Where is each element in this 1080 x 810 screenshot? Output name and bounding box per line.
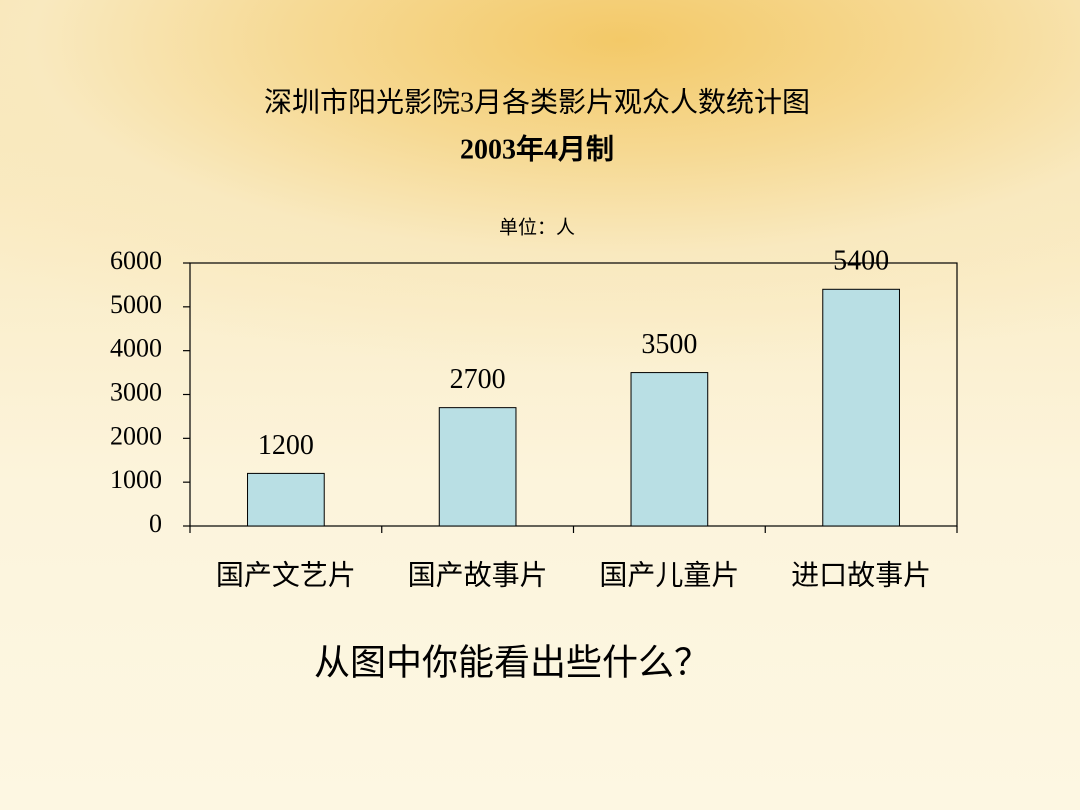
- question: 从图中你能看出些什么？: [314, 642, 710, 682]
- x-tick-label: 国产文艺片: [216, 559, 356, 591]
- x-tick-label: 国产故事片: [408, 559, 548, 591]
- x-tick-label: 进口故事片: [791, 559, 931, 591]
- x-tick-label: 国产儿童片: [599, 559, 739, 591]
- chart-subtitle: 2003年4月制: [460, 132, 614, 165]
- y-tick-label: 4000: [110, 334, 162, 363]
- data-label: 1200: [258, 430, 314, 461]
- bar: [630, 372, 709, 527]
- data-label: 2700: [450, 364, 506, 395]
- unit-label: 单位：人: [499, 216, 575, 238]
- y-tick-label: 5000: [110, 290, 162, 319]
- bar: [438, 407, 517, 527]
- bar: [247, 472, 325, 527]
- y-tick-label: 1000: [110, 465, 162, 494]
- y-tick-label: 2000: [110, 421, 162, 450]
- y-tick-label: 3000: [110, 377, 162, 406]
- bar: [822, 288, 900, 527]
- chart-title: 深圳市阳光影院3月各类影片观众人数统计图: [264, 86, 810, 118]
- y-tick-label: 0: [149, 509, 162, 538]
- y-tick-label: 6000: [110, 246, 162, 275]
- data-label: 3500: [641, 329, 697, 360]
- data-label: 5400: [833, 246, 889, 277]
